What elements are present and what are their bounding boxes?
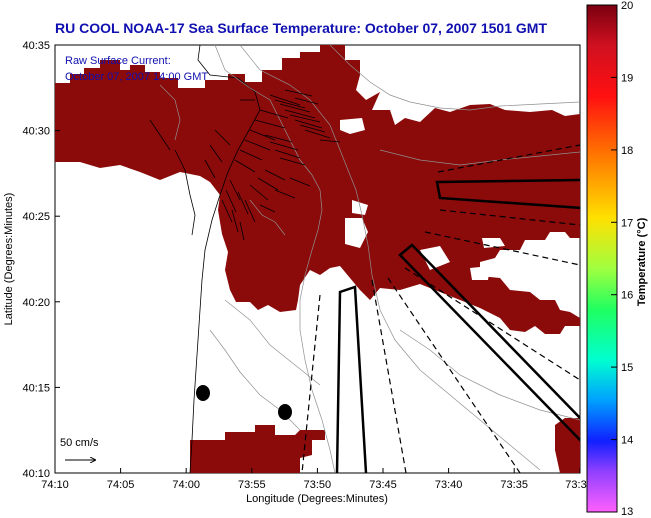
x-tick-label: 74:00 (172, 479, 200, 491)
x-tick-label: 73:50 (304, 479, 332, 491)
y-axis: 40:35 40:30 40:25 40:20 40:15 40:10 Lati… (3, 40, 60, 480)
colorbar-tick: 16 (621, 290, 633, 302)
buoy-marker (278, 404, 292, 420)
sst-bottom-region (190, 425, 325, 473)
current-label-line2: October 07, 2007 14:00 GMT (65, 71, 208, 83)
colorbar-tick: 15 (621, 362, 633, 374)
current-label-line1: Raw Surface Current: (65, 55, 171, 67)
x-axis: 74:10 74:05 74:00 73:55 73:50 73:45 73:4… (41, 468, 587, 505)
colorbar-tick: 13 (621, 506, 633, 518)
x-tick-label: 74:05 (107, 479, 135, 491)
colorbar-tick: 18 (621, 145, 633, 157)
x-tick-label: 73:55 (238, 479, 266, 491)
y-axis-label: Latitude (Degrees:Minutes) (3, 193, 15, 326)
y-tick-label: 40:20 (22, 297, 50, 309)
coastline (149, 45, 261, 473)
y-tick-label: 40:25 (22, 211, 50, 223)
map-title: RU COOL NOAA-17 Sea Surface Temperature:… (55, 20, 547, 36)
colorbar-tick: 14 (621, 435, 633, 447)
colorbar-gradient (586, 4, 618, 513)
x-tick-label: 73:3 (565, 479, 586, 491)
y-tick-label: 40:15 (22, 382, 50, 394)
x-tick-label: 73:40 (435, 479, 463, 491)
colorbar: 20 19 18 17 16 15 14 13 Temperature (°C) (586, 0, 648, 518)
x-tick-label: 74:10 (41, 479, 69, 491)
current-vectors (204, 89, 341, 241)
x-tick-label: 73:45 (369, 479, 397, 491)
y-tick-label: 40:35 (22, 40, 50, 52)
colorbar-tick: 17 (621, 217, 633, 229)
colorbar-tick: 20 (621, 0, 633, 12)
x-axis-label: Longitude (Degrees:Minutes) (246, 493, 388, 505)
scale-label: 50 cm/s (60, 437, 99, 449)
colorbar-tick: 19 (621, 72, 633, 84)
y-tick-label: 40:10 (22, 468, 50, 480)
colorbar-label: Temperature (°C) (636, 217, 648, 306)
x-tick-label: 73:35 (500, 479, 528, 491)
y-tick-label: 40:30 (22, 126, 50, 138)
study-zones (335, 178, 580, 473)
buoy-marker (196, 385, 210, 401)
dashed-zone-lines (301, 144, 580, 473)
